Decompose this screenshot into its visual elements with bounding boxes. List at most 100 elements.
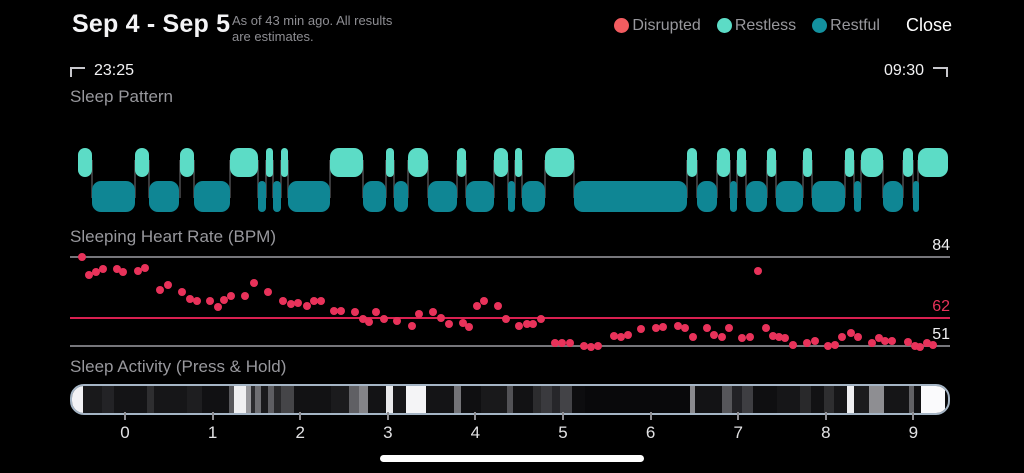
activity-bar	[268, 386, 275, 413]
ref-label-51: 51	[932, 326, 950, 343]
activity-bar	[560, 386, 573, 413]
heart-rate-dot	[219, 295, 228, 304]
heart-rate-dot	[78, 253, 87, 261]
sleep-segment-connector	[465, 160, 468, 198]
sleep-segment-restful	[745, 181, 767, 212]
sleep-pattern-title: Sleep Pattern	[70, 87, 174, 106]
sleep-segment-connector	[775, 160, 778, 198]
activity-bar	[541, 386, 553, 413]
heart-rate-dot	[875, 334, 884, 343]
sleep-segment-connector	[406, 160, 409, 198]
heart-rate-dot	[566, 339, 574, 348]
activity-bar	[869, 386, 885, 413]
sleep-segment-restless	[266, 148, 273, 177]
activity-bar	[741, 386, 754, 413]
heart-rate-dot	[587, 343, 596, 352]
sleep-activity-strip[interactable]	[70, 384, 950, 415]
heart-rate-dot	[85, 271, 94, 280]
heart-rate-dot	[459, 319, 468, 328]
sleep-segment-restless	[861, 148, 883, 177]
sleep-segment-connector	[492, 160, 495, 198]
heart-rate-dot	[480, 297, 489, 306]
sleep-segment-restless	[230, 148, 258, 177]
sleep-segment-restless	[902, 148, 913, 177]
legend: Disrupted Restless Restful Close	[614, 15, 952, 36]
sleep-segment-restless	[493, 148, 508, 177]
sleep-segment-connector	[521, 160, 523, 198]
sleep-segment-restless	[407, 148, 428, 177]
activity-bar	[689, 386, 696, 413]
activity-bar	[460, 386, 482, 413]
sleep-segment-restful	[149, 181, 179, 212]
sleep-segment-restless	[329, 148, 363, 177]
activity-bar	[82, 386, 103, 413]
heart-rate-dot	[680, 324, 689, 333]
heart-rate-dot	[609, 331, 618, 340]
heart-rate-dot	[811, 336, 820, 345]
heart-rate-dot	[156, 286, 165, 295]
heart-rate-dot	[616, 333, 625, 342]
sleep-segment-connector	[271, 160, 274, 198]
heart-rate-dot	[838, 333, 847, 342]
heart-rate-dot	[623, 330, 632, 339]
heart-rate-dot	[99, 265, 108, 274]
legend-item-restless: Restless	[716, 17, 796, 35]
page-title: Sep 4 - Sep 5	[72, 10, 231, 38]
activity-bar	[246, 386, 252, 413]
activity-bar	[453, 386, 462, 413]
activity-bar	[405, 386, 427, 413]
heart-rate-dot	[337, 307, 346, 316]
heart-rate-dot	[437, 314, 446, 322]
sleep-segment-connector	[280, 160, 282, 198]
sleep-segment-connector	[911, 160, 914, 198]
sleep-segment-restful	[697, 181, 717, 212]
activity-bar	[358, 386, 369, 413]
activity-bar	[721, 386, 733, 413]
sleep-segment-restless	[134, 148, 149, 177]
ref-label-84: 84	[932, 237, 950, 254]
activity-bar	[752, 386, 778, 413]
sleep-segment-connector	[882, 160, 884, 198]
heart-rate-dot	[317, 297, 326, 306]
heart-rate-dot	[537, 315, 546, 324]
activity-bar	[186, 386, 203, 413]
start-corner-icon	[70, 67, 85, 77]
sleep-segment-restless	[844, 148, 854, 177]
heart-rate-dot	[141, 264, 150, 273]
sleep-segment-restless	[717, 148, 730, 177]
close-button[interactable]: Close	[905, 15, 952, 35]
sleep-segment-restless	[281, 148, 288, 177]
heart-rate-dot	[249, 279, 258, 288]
sleep-segment-connector	[766, 160, 769, 198]
heart-rate-dot	[293, 298, 302, 307]
home-indicator[interactable]	[380, 455, 644, 462]
heart-rate-dot	[673, 321, 682, 330]
activity-bar	[909, 386, 915, 413]
heart-rate-dot	[303, 301, 312, 310]
heart-rate-dot	[92, 268, 101, 277]
ref-line-51	[70, 345, 950, 347]
activity-bar	[731, 386, 743, 413]
heart-rate-dot	[330, 307, 339, 316]
as-of-note-line2: are estimates.	[232, 29, 314, 44]
heart-rate-dot	[636, 325, 645, 334]
legend-item-restful: Restful	[812, 17, 880, 35]
heart-rate-dot	[415, 309, 424, 318]
sleep-segment-restless	[917, 148, 948, 177]
activity-bar	[261, 386, 269, 413]
sleep-segment-restless	[545, 148, 574, 177]
activity-bar	[251, 386, 256, 413]
heart-rate-dot	[529, 320, 538, 329]
sleep-segment-restful	[272, 181, 281, 212]
sleep-segment-connector	[393, 160, 396, 198]
heart-rate-dot	[226, 291, 235, 300]
end-corner-icon	[933, 67, 948, 77]
heart-rate-dot	[717, 333, 726, 342]
sleep-segment-restless	[803, 148, 812, 177]
restful-dot-icon	[812, 18, 828, 33]
heart-rate-dot	[393, 316, 402, 325]
legend-label-disrupted: Disrupted	[632, 16, 701, 34]
